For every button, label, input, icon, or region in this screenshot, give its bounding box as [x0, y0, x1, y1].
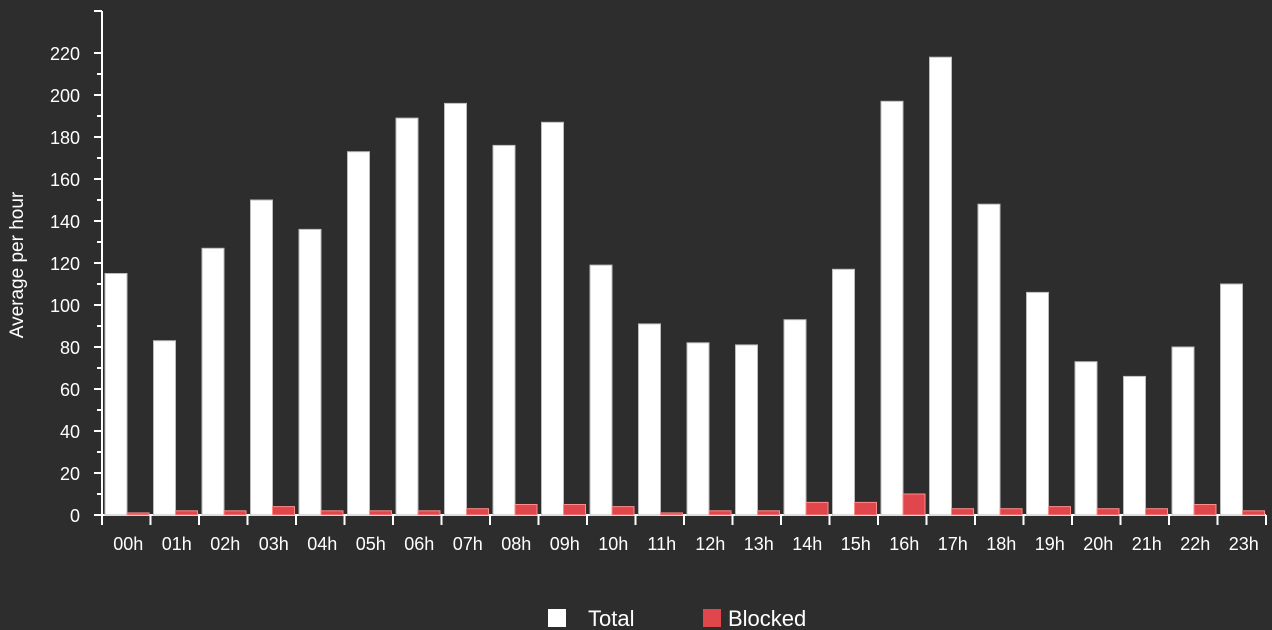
- y-tick-label: 60: [60, 380, 80, 400]
- x-tick-label: 03h: [259, 534, 289, 554]
- y-tick-label: 200: [50, 86, 80, 106]
- legend-label-blocked: Blocked: [728, 606, 806, 630]
- bar-total-00h: [104, 273, 128, 516]
- bar-blocked-18h: [999, 508, 1023, 516]
- x-tick-label: 12h: [695, 534, 725, 554]
- bar-total-02h: [201, 247, 225, 516]
- bar-total-06h: [395, 117, 419, 516]
- bar-blocked-08h: [514, 504, 538, 516]
- bar-total-15h: [832, 268, 855, 516]
- bar-blocked-10h: [611, 506, 635, 516]
- bar-total-19h: [1026, 291, 1049, 516]
- bar-blocked-06h: [417, 510, 441, 516]
- y-tick-label: 120: [50, 254, 80, 274]
- x-tick-label: 01h: [162, 534, 192, 554]
- bar-blocked-04h: [320, 510, 344, 516]
- bar-blocked-12h: [708, 510, 732, 516]
- x-tick-label: 21h: [1132, 534, 1162, 554]
- y-tick-label: 40: [60, 422, 80, 442]
- bar-total-18h: [977, 203, 1001, 516]
- y-tick-label: 180: [50, 128, 80, 148]
- bar-blocked-14h: [805, 501, 829, 516]
- x-tick-label: 22h: [1180, 534, 1210, 554]
- bar-blocked-13h: [757, 510, 780, 516]
- bar-blocked-16h: [902, 493, 926, 516]
- y-tick-label: 20: [60, 464, 80, 484]
- bar-blocked-09h: [563, 504, 586, 516]
- bar-total-10h: [589, 264, 613, 516]
- bar-total-23h: [1220, 283, 1243, 516]
- x-tick-label: 10h: [598, 534, 628, 554]
- bar-blocked-07h: [466, 508, 489, 516]
- bar-total-14h: [783, 319, 807, 516]
- y-tick-label: 80: [60, 338, 80, 358]
- legend-swatch-blocked: [703, 609, 721, 627]
- x-tick-label: 08h: [501, 534, 531, 554]
- bar-total-03h: [250, 199, 273, 516]
- legend-label-total: Total: [588, 606, 634, 630]
- x-tick-label: 15h: [841, 534, 871, 554]
- bar-total-20h: [1074, 361, 1098, 516]
- bar-blocked-23h: [1242, 510, 1265, 516]
- bar-blocked-01h: [175, 510, 198, 516]
- bar-blocked-15h: [854, 501, 877, 516]
- bar-total-12h: [686, 342, 710, 516]
- y-tick-label: 100: [50, 296, 80, 316]
- x-tick-label: 00h: [113, 534, 143, 554]
- bar-blocked-11h: [660, 512, 683, 516]
- x-tick-label: 14h: [792, 534, 822, 554]
- x-tick-label: 16h: [889, 534, 919, 554]
- bar-total-21h: [1123, 375, 1146, 516]
- x-tick-label: 20h: [1083, 534, 1113, 554]
- x-tick-label: 11h: [647, 534, 676, 554]
- bar-blocked-20h: [1096, 508, 1120, 516]
- y-tick-label: 160: [50, 170, 80, 190]
- y-axis-title: Average per hour: [7, 191, 28, 338]
- bar-total-01h: [153, 340, 176, 516]
- bar-total-05h: [347, 151, 370, 516]
- bar-total-07h: [444, 102, 467, 516]
- bar-total-04h: [298, 228, 322, 516]
- bar-blocked-17h: [951, 508, 974, 516]
- x-tick-label: 13h: [744, 534, 774, 554]
- bar-total-08h: [492, 144, 516, 516]
- x-tick-label: 07h: [453, 534, 483, 554]
- x-tick-label: 06h: [404, 534, 434, 554]
- bar-total-16h: [880, 100, 904, 516]
- bar-blocked-05h: [369, 510, 392, 516]
- x-tick-label: 18h: [986, 534, 1016, 554]
- bar-total-11h: [638, 323, 661, 516]
- x-tick-label: 09h: [550, 534, 580, 554]
- x-tick-label: 23h: [1229, 534, 1259, 554]
- bar-blocked-21h: [1145, 508, 1168, 516]
- bar-blocked-19h: [1048, 506, 1071, 516]
- bar-total-13h: [735, 344, 758, 516]
- bar-blocked-02h: [223, 510, 247, 516]
- bar-total-22h: [1171, 346, 1195, 516]
- bar-blocked-00h: [126, 512, 150, 516]
- y-tick-label: 140: [50, 212, 80, 232]
- x-tick-label: 02h: [210, 534, 240, 554]
- legend-swatch-total: [548, 609, 566, 627]
- bar-total-09h: [541, 121, 564, 516]
- x-tick-label: 17h: [938, 534, 968, 554]
- x-tick-label: 05h: [356, 534, 386, 554]
- y-tick-label: 220: [50, 44, 80, 64]
- bar-blocked-03h: [272, 506, 295, 516]
- y-tick-label: 0: [70, 506, 80, 526]
- bar-total-17h: [929, 56, 952, 516]
- bar-blocked-22h: [1193, 504, 1217, 516]
- x-tick-label: 19h: [1035, 534, 1065, 554]
- x-tick-label: 04h: [307, 534, 337, 554]
